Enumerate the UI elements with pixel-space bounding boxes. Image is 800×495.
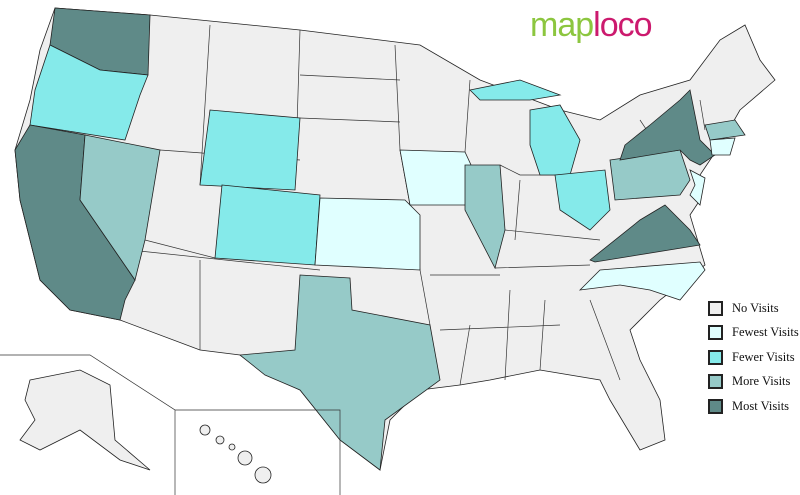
legend-item-most: Most Visits (708, 394, 799, 419)
state-north-carolina[interactable] (578, 261, 706, 301)
state-alaska[interactable] (19, 369, 151, 471)
state-virginia[interactable] (589, 204, 701, 263)
state-nevada[interactable] (79, 134, 161, 281)
inset-frame (0, 354, 341, 495)
state-massachusetts[interactable] (704, 119, 746, 141)
legend: No Visits Fewest Visits Fewer Visits Mor… (708, 296, 799, 419)
state-new-jersey[interactable] (689, 169, 706, 206)
state-hawaii-island[interactable] (199, 424, 211, 436)
legend-item-fewest: Fewest Visits (708, 321, 799, 346)
state-oregon[interactable] (29, 44, 149, 141)
state-hawaii-island[interactable] (215, 435, 225, 445)
state-hawaii-island[interactable] (254, 466, 272, 484)
state-kansas[interactable] (314, 197, 421, 271)
legend-swatch (708, 300, 723, 316)
state-wyoming[interactable] (199, 109, 301, 191)
state-hawaii-island[interactable] (237, 450, 253, 466)
state-connecticut[interactable] (709, 137, 736, 156)
state-hawaii-island[interactable] (228, 443, 236, 451)
legend-swatch (708, 374, 723, 390)
legend-item-more: More Visits (708, 370, 799, 395)
legend-item-fewer: Fewer Visits (708, 345, 799, 370)
state-colorado[interactable] (214, 184, 321, 266)
legend-item-none: No Visits (708, 296, 799, 321)
legend-swatch (708, 398, 723, 414)
maploco-logo: maploco (530, 6, 653, 44)
state-ohio[interactable] (554, 169, 611, 231)
state-texas[interactable] (238, 274, 441, 471)
state-illinois[interactable] (464, 164, 506, 270)
state-michigan-upper[interactable] (469, 79, 562, 101)
legend-swatch (708, 349, 723, 365)
legend-swatch (708, 325, 723, 341)
